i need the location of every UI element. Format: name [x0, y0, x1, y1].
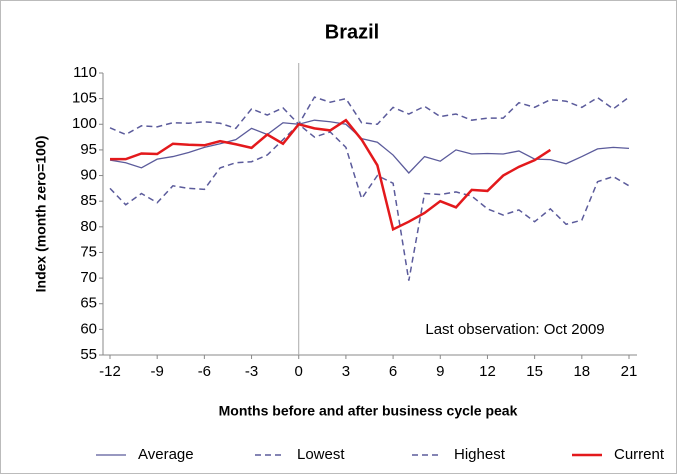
y-tick-label: 90 [80, 167, 97, 184]
legend-label: Average [138, 446, 194, 463]
y-tick-label: 110 [73, 64, 97, 81]
chart-title: Brazil [325, 21, 379, 43]
x-tick-label: -9 [151, 363, 164, 380]
legend-label: Lowest [297, 446, 345, 463]
x-tick-label: 12 [479, 363, 496, 380]
x-tick-label: 21 [621, 363, 638, 380]
y-tick-label: 70 [80, 269, 97, 286]
x-tick-label: -3 [245, 363, 258, 380]
x-axis-label: Months before and after business cycle p… [219, 403, 518, 419]
series-line [109, 96, 630, 136]
y-tick-label: 75 [80, 243, 97, 260]
x-tick-label: 3 [342, 363, 350, 380]
y-tick-label: 95 [80, 141, 97, 158]
y-tick-label: 80 [80, 218, 97, 235]
x-tick-label: 18 [573, 363, 590, 380]
series-line [109, 123, 630, 281]
x-tick-label: -6 [198, 363, 211, 380]
x-tick-label: -12 [99, 363, 121, 380]
y-tick-label: 65 [80, 295, 97, 312]
series-line [110, 118, 552, 232]
y-tick-label: 55 [80, 346, 97, 363]
y-axis-label: Index (month zero=100) [33, 136, 49, 293]
y-tick-label: 85 [80, 192, 97, 209]
legend-label: Current [614, 446, 665, 463]
x-tick-label: 6 [389, 363, 397, 380]
annotation: Last observation: Oct 2009 [425, 321, 604, 338]
legend-label: Highest [454, 446, 506, 463]
series-line [109, 119, 630, 174]
y-tick-label: 60 [80, 320, 97, 337]
y-tick-label: 105 [72, 90, 97, 107]
x-tick-label: 0 [295, 363, 303, 380]
x-tick-label: 15 [526, 363, 543, 380]
y-tick-label: 100 [72, 115, 97, 132]
x-tick-label: 9 [436, 363, 444, 380]
